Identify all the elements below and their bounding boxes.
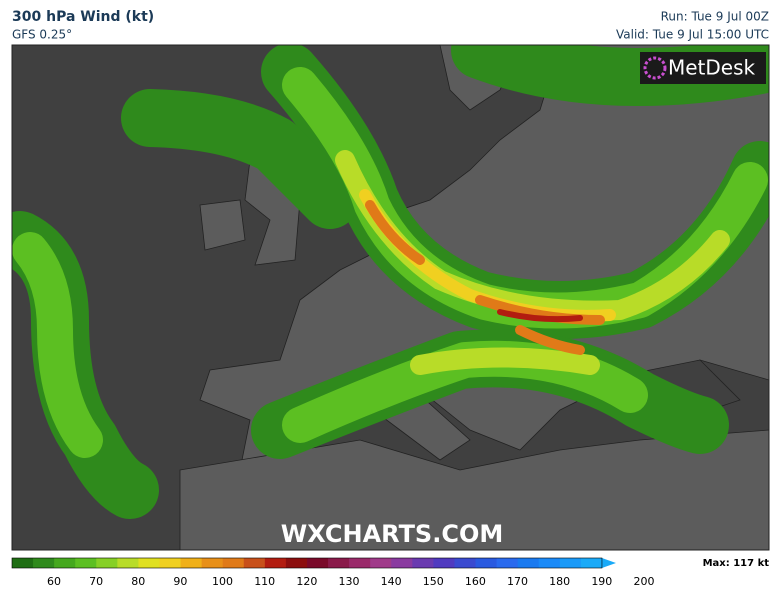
colorbar-label: 60 — [47, 575, 61, 588]
colorbar-label: 170 — [507, 575, 528, 588]
colorbar-segment — [75, 558, 97, 568]
colorbar-segment — [54, 558, 76, 568]
colorbar-segment — [264, 558, 287, 568]
colorbar-label: 80 — [131, 575, 145, 588]
max-wind: Max: 117 kt — [703, 558, 770, 569]
colorbar-segment — [412, 558, 434, 568]
colorbar-segment — [391, 558, 413, 568]
colorbar-label: 90 — [173, 575, 187, 588]
colorbar-label: 100 — [212, 575, 233, 588]
map: MetDesk WXCHARTS.COM — [12, 45, 769, 550]
colorbar-segment — [517, 558, 540, 568]
run: Run: Tue 9 Jul 00Z — [661, 10, 769, 24]
colorbar-label: 150 — [423, 575, 444, 588]
colorbar-segment — [328, 558, 350, 568]
colorbar-label: 120 — [296, 575, 317, 588]
colorbar-segment — [243, 558, 266, 568]
colorbar-arrow — [601, 558, 616, 568]
colorbar-segment — [12, 558, 34, 568]
colorbar-label: 200 — [633, 575, 654, 588]
colorbar-label: 190 — [591, 575, 612, 588]
colorbar-segment — [96, 558, 118, 568]
colorbar-segment — [454, 558, 477, 568]
logo: MetDesk — [668, 56, 756, 80]
colorbar-segment — [306, 558, 329, 568]
colorbar-segment — [496, 558, 519, 568]
colorbar-segment — [180, 558, 203, 568]
colorbar-segment — [138, 558, 160, 568]
model: GFS 0.25° — [12, 28, 72, 42]
colorbar-border — [11, 557, 603, 569]
colorbar: 60 70 80 90 100 110 120 130 140 150 160 170 180 190 20… — [11, 557, 654, 588]
colorbar-segment — [222, 558, 245, 568]
colorbar-segment — [285, 558, 308, 568]
colorbar-label: 110 — [254, 575, 275, 588]
colorbar-label: 140 — [381, 575, 402, 588]
title: 300 hPa Wind (kt) — [12, 9, 154, 25]
colorbar-label: 70 — [89, 575, 103, 588]
colorbar-segment — [538, 558, 561, 568]
colorbar-label: 130 — [338, 575, 359, 588]
colorbar-segment — [117, 558, 139, 568]
colorbar-segment — [159, 558, 182, 568]
colorbar-segment — [201, 558, 224, 568]
valid-time: Valid: Tue 9 Jul 15:00 UTC — [616, 28, 769, 42]
colorbar-segment — [433, 558, 455, 568]
colorbar-segment — [475, 558, 498, 568]
watermark: WXCHARTS.COM — [281, 520, 503, 548]
colorbar-segment — [580, 558, 603, 568]
colorbar-label: 160 — [465, 575, 486, 588]
colorbar-segment — [559, 558, 582, 568]
colorbar-segment — [33, 558, 55, 568]
colorbar-segment — [349, 558, 371, 568]
logo-box — [640, 52, 766, 84]
colorbar-label: 180 — [549, 575, 570, 588]
colorbar-segment — [370, 558, 392, 568]
